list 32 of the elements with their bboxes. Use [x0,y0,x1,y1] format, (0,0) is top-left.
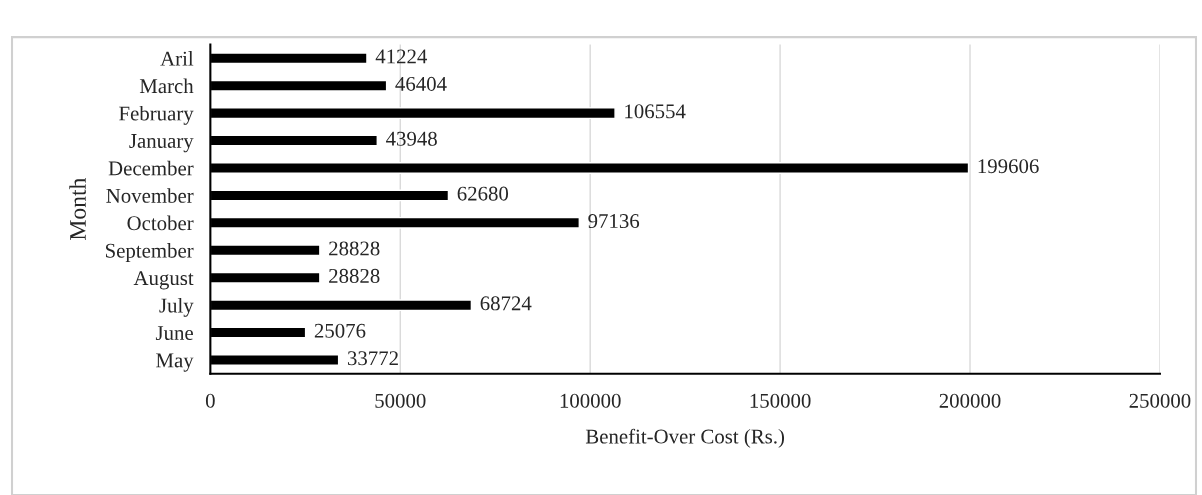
data-label: 199606 [978,159,1039,174]
x-tick-label: 100000 [560,393,621,408]
data-label: 106554 [625,104,686,119]
y-tick-label: October [127,215,194,231]
data-label: 46404 [395,76,447,91]
y-tick-label: February [119,105,194,125]
x-tick-label: 150000 [750,393,811,408]
data-label: 33772 [347,351,398,366]
y-tick-label: December [108,160,194,176]
data-label: 28828 [329,241,380,256]
x-tick-label: 0 [205,393,215,408]
y-tick-label: Aril [160,51,194,66]
y-tick-label: May [156,353,194,372]
y-tick-label: November [106,188,194,203]
data-label: 62680 [457,186,509,201]
y-tick-label: July [159,297,194,317]
y-tick-label: March [139,78,194,94]
x-tick-label: 250000 [1129,393,1191,408]
x-tick-label: 50000 [375,393,426,408]
x-tick-label: 200000 [939,393,1001,408]
data-label: 97136 [588,214,640,229]
y-tick-label: June [155,326,193,341]
data-label: 68724 [480,296,532,311]
y-tick-label: January [129,134,194,153]
data-label: 28828 [329,268,380,283]
y-tick-label: September [105,243,194,262]
data-label: 43948 [386,131,437,146]
y-axis-title: Month [69,177,86,240]
data-label: 41224 [375,49,428,64]
x-axis-title: Benefit-Over Cost (Rs.) [585,428,785,448]
y-tick-label: August [133,271,194,290]
data-label: 25076 [314,323,366,338]
